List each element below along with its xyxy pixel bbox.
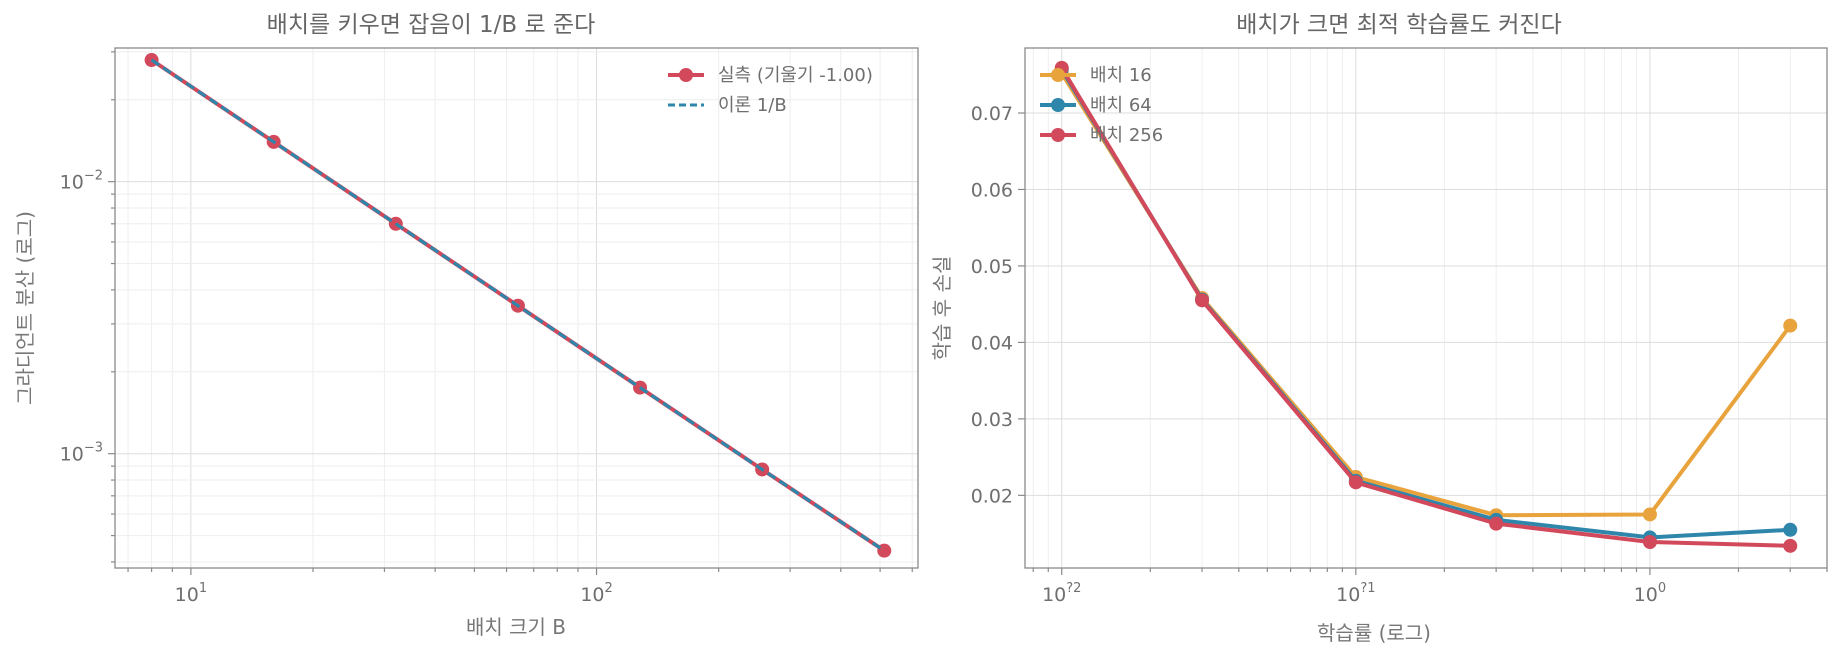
legend-label: 실측 (기울기 -1.00) bbox=[718, 65, 873, 86]
y-tick-label: 0.06 bbox=[971, 179, 1013, 201]
legend-marker bbox=[679, 68, 693, 82]
y-tick-label: 0.03 bbox=[971, 409, 1013, 431]
legend-label: 이론 1/B bbox=[718, 95, 787, 116]
legend-label: 배치 16 bbox=[1090, 65, 1152, 86]
data-point bbox=[1489, 516, 1504, 531]
legend-marker bbox=[1051, 128, 1065, 142]
legend: 배치 16 배치 64 배치 256 bbox=[1040, 65, 1163, 146]
plot-frame bbox=[114, 47, 919, 569]
data-point bbox=[1783, 522, 1798, 537]
y-tick-label: 0.02 bbox=[971, 485, 1013, 507]
chart-title: 배치가 크면 최적 학습률도 커진다 bbox=[1236, 12, 1561, 38]
legend-label: 배치 256 bbox=[1090, 125, 1163, 146]
data-point bbox=[1783, 538, 1798, 553]
chart-gradient-variance: 배치를 키우면 잡음이 1/B 로 준다 101 102 10−3 10−2 배치 크… bbox=[13, 12, 919, 639]
series-line-overlay-1 bbox=[150, 58, 886, 552]
x-tick-label: 10?2 bbox=[1042, 581, 1081, 606]
data-point bbox=[1195, 293, 1210, 308]
legend-marker bbox=[1051, 68, 1065, 82]
x-axis-label: 학습률 (로그) bbox=[1317, 621, 1431, 645]
legend: 실측 (기울기 -1.00) 이론 1/B bbox=[668, 65, 873, 116]
x-tick-label: 101 bbox=[175, 581, 207, 606]
chart-title: 배치를 키우면 잡음이 1/B 로 준다 bbox=[267, 12, 596, 38]
data-point bbox=[1642, 507, 1657, 522]
y-tick-label: 0.04 bbox=[971, 332, 1013, 354]
legend-label: 배치 64 bbox=[1090, 95, 1152, 116]
x-axis-label: 배치 크기 B bbox=[466, 615, 566, 639]
x-tick-label: 10?1 bbox=[1336, 581, 1375, 606]
legend-marker bbox=[1051, 98, 1065, 112]
series-line-2 bbox=[1059, 66, 1791, 548]
series-line-1 bbox=[1059, 68, 1791, 540]
x-tick-label: 100 bbox=[1634, 581, 1666, 606]
y-axis-label: 그라디언트 분산 (로그) bbox=[13, 211, 37, 405]
data-point bbox=[1348, 475, 1363, 490]
y-tick-label: 10−3 bbox=[60, 441, 103, 466]
plot-frame bbox=[1024, 47, 1828, 569]
data-point bbox=[1783, 318, 1798, 333]
y-tick-label: 0.07 bbox=[971, 103, 1013, 125]
y-axis-label: 학습 후 손실 bbox=[930, 256, 954, 361]
y-tick-label: 0.05 bbox=[971, 256, 1013, 278]
x-tick-label: 102 bbox=[580, 581, 612, 606]
data-point bbox=[1642, 535, 1657, 549]
chart-loss-vs-lr: 배치가 크면 최적 학습률도 커진다 10?2 10?1 100 0.02 0.03 0.… bbox=[930, 12, 1828, 645]
y-tick-label: 10−2 bbox=[60, 169, 103, 194]
series-line-0 bbox=[1060, 72, 1792, 518]
